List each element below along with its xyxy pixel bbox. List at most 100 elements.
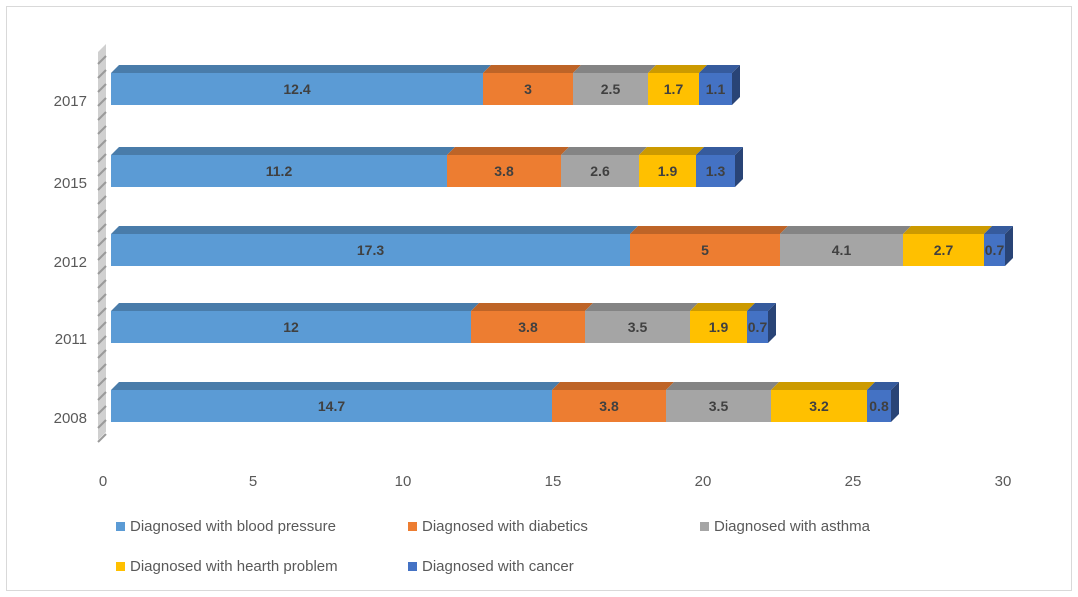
bar-2011-1 [471,311,585,343]
bar-2008-2 [666,390,771,422]
axis-wall-hatch [97,181,107,191]
axis-wall-hatch [97,153,107,163]
bar-2015-4 [696,155,735,187]
axis-wall-hatch [97,307,107,317]
data-label-2012-2: 4.1 [832,242,852,258]
bar-2012-1 [630,234,780,266]
data-label-2012-0: 17.3 [357,242,384,258]
data-label-2015-3: 1.9 [658,163,678,179]
bar-side-2012 [1005,226,1013,266]
data-label-2011-1: 3.8 [518,319,538,335]
data-label-2011-2: 3.5 [628,319,648,335]
bar-top-2008-1 [552,382,674,390]
bar-top-2017-0 [111,65,491,73]
axis-wall-hatch [97,433,107,443]
bar-2012-3 [903,234,984,266]
x-tick-label-5: 5 [249,473,257,490]
axis-wall-hatch [97,223,107,233]
bar-top-2012-0 [111,226,638,234]
bar-top-2015-4 [696,147,743,155]
bar-top-2011-4 [747,303,776,311]
data-label-2011-3: 1.9 [709,319,729,335]
axis-wall-hatch [97,321,107,331]
bar-top-2008-3 [771,382,875,390]
bar-2011-3 [690,311,747,343]
bar-top-2017-3 [648,65,707,73]
axis-wall-hatch [97,139,107,149]
axis-wall-hatch [97,209,107,219]
axis-wall-hatch [97,125,107,135]
bar-2015-1 [447,155,561,187]
data-label-2012-4: 0.7 [985,242,1005,258]
axis-wall-hatch [97,97,107,107]
y-tick-label-2015: 2015 [54,175,87,192]
bar-top-2008-0 [111,382,560,390]
bar-2008-0 [111,390,552,422]
axis-wall-hatch [97,405,107,415]
x-tick-label-25: 25 [845,473,862,490]
axis-wall-hatch [97,335,107,345]
data-label-2012-1: 5 [701,242,709,258]
data-label-2017-2: 2.5 [601,81,621,97]
bar-2011-0 [111,311,471,343]
x-tick-label-0: 0 [99,473,107,490]
axis-wall-hatch [97,293,107,303]
y-tick-label-2017: 2017 [54,93,87,110]
bar-top-2012-2 [780,226,911,234]
data-label-2008-4: 0.8 [869,398,889,414]
axis-wall-hatch [97,279,107,289]
axis-wall-hatch [97,195,107,205]
data-label-2011-0: 12 [283,319,299,335]
x-tick-label-10: 10 [395,473,412,490]
bar-2008-1 [552,390,666,422]
bar-side-2011 [768,303,776,343]
bar-2015-3 [639,155,696,187]
data-label-2008-1: 3.8 [599,398,619,414]
bar-2017-3 [648,73,699,105]
x-tick-label-15: 15 [545,473,562,490]
data-label-2015-0: 11.2 [266,163,293,179]
y-tick-label-2008: 2008 [54,410,87,427]
y-tick-label-2012: 2012 [54,254,87,271]
bar-top-2015-0 [111,147,455,155]
axis-wall-hatch [97,237,107,247]
bar-top-2012-4 [984,226,1013,234]
axis-wall-hatch [97,265,107,275]
bar-2017-1 [483,73,573,105]
bar-top-2008-4 [867,382,899,390]
bar-side-2015 [735,147,743,187]
bar-2008-3 [771,390,867,422]
axis-wall-hatch [97,69,107,79]
data-label-2015-1: 3.8 [494,163,514,179]
x-tick-label-30: 30 [995,473,1012,490]
bar-top-2012-1 [630,226,788,234]
axis-wall-hatch [97,251,107,261]
bar-2015-0 [111,155,447,187]
bar-top-2015-1 [447,147,569,155]
bar-top-2017-1 [483,65,581,73]
data-label-2015-2: 2.6 [590,163,610,179]
bar-2008-4 [867,390,891,422]
y-tick-label-2011: 2011 [55,331,87,348]
bar-top-2011-3 [690,303,755,311]
bar-side-2017 [732,65,740,105]
axis-wall-hatch [97,419,107,429]
axis-wall-hatch [97,167,107,177]
bar-2012-0 [111,234,630,266]
data-label-2008-3: 3.2 [809,398,829,414]
bar-top-2015-2 [561,147,647,155]
data-label-2011-4: 0.7 [748,319,768,335]
data-label-2017-4: 1.1 [706,81,726,97]
bar-top-2011-2 [585,303,698,311]
data-label-2017-1: 3 [524,81,532,97]
data-label-2017-0: 12.4 [283,81,310,97]
bar-2011-4 [747,311,768,343]
bar-top-2011-1 [471,303,593,311]
bar-top-2011-0 [111,303,479,311]
axis-wall-hatch [97,111,107,121]
bar-top-2017-2 [573,65,656,73]
bar-2017-2 [573,73,648,105]
bar-top-2017-4 [699,65,740,73]
x-tick-label-20: 20 [695,473,712,490]
data-label-2012-3: 2.7 [934,242,954,258]
